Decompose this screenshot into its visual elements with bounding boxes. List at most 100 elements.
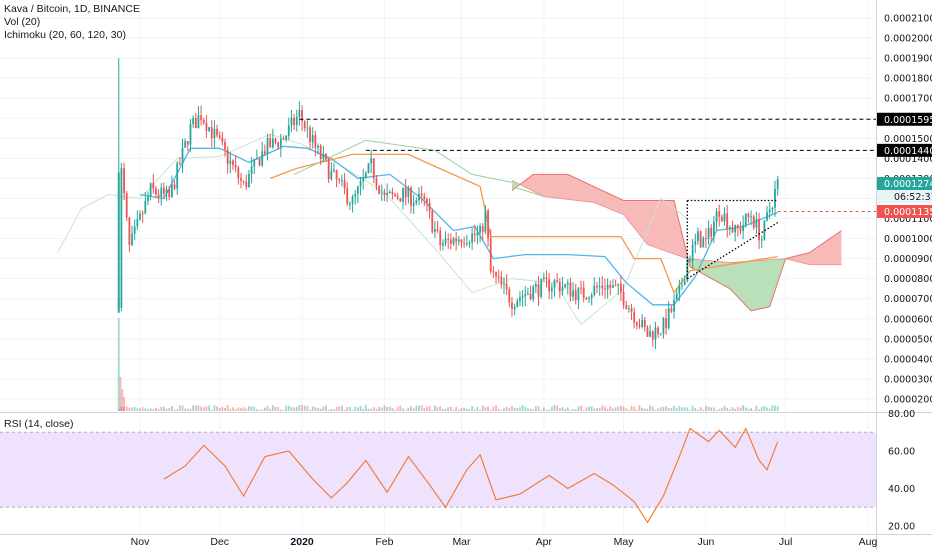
volume-bar [495,405,497,411]
candle-body [723,213,726,222]
candle-body [120,168,123,308]
volume-bar [529,408,532,411]
volume-bar [375,408,378,411]
candle-body [168,189,171,197]
volume-bar [516,408,519,411]
price-tags: 0.00015950 0.00014400 0.00012747 06:52:31 0.… [877,112,932,219]
price-tick-label: 0.00008000 [884,274,932,285]
volume-bar [670,407,673,411]
symbol-legend[interactable]: Kava / Bitcoin, 1D, BINANCE [4,3,140,15]
candle-body [309,127,311,143]
candle-body [620,283,622,292]
resistance-mid-tag: 0.00014400 [884,146,932,157]
candle-body [319,145,322,159]
volume-bar [378,406,381,411]
candle-body [131,233,133,246]
volume-bar [210,409,213,411]
volume-bar [121,389,124,411]
rsi-legend[interactable]: RSI (14, close) [4,418,74,430]
volume-bar [651,406,654,411]
volume-bar [638,405,641,411]
price-tick-label: 0.00003000 [884,374,932,385]
candle-body [604,288,606,290]
candle-body [420,193,423,196]
volume-bar [298,405,301,411]
candle-body [487,210,489,239]
price-tick-label: 0.00011000 [884,214,932,225]
candle-body [630,308,633,312]
candle-body [388,191,391,194]
volume-bar [617,406,620,411]
volume-bar [511,405,513,411]
ichimoku-legend[interactable]: Ichimoku (20, 60, 120, 30) [4,29,126,41]
candle-body [697,231,699,242]
volume-bar [232,407,234,411]
volume-bar [415,405,418,411]
volume-bar [120,406,123,411]
candle-body [582,287,585,298]
volume-legend[interactable]: Vol (20) [4,16,41,28]
candle-body [176,163,179,189]
candle-body [598,286,601,288]
volume-bar [519,407,521,411]
candle-body [402,187,404,202]
volume-bar [625,408,628,411]
candle-body [426,199,428,203]
volume-bar [476,407,479,411]
volume-bar [277,406,280,411]
candle-body [766,212,768,221]
volume-bar [386,406,388,411]
horizontal-levels [299,118,876,213]
candle-body [250,166,253,175]
volume-bar [155,407,157,411]
candle-body [202,119,205,123]
candle-body [521,296,524,298]
candle-body [306,127,309,129]
volume-bar [604,406,606,411]
candle-body [564,284,567,287]
candle-body [715,211,718,222]
candle-body [125,193,128,218]
candle-body [760,239,763,241]
volume-bar [705,405,707,411]
candle-body [184,141,187,148]
volume-bar [165,408,168,411]
candle-body [325,154,327,159]
candle-body [418,193,420,201]
candle-body [330,170,333,180]
candle-body [141,213,144,215]
volume-bar [585,407,588,411]
candle-body [335,169,338,180]
candle-body [739,227,742,231]
volume-bar [242,407,245,411]
volume-bar [147,409,149,411]
candle-body [585,297,588,300]
volume-bar [202,407,205,411]
volume-bar [654,409,657,411]
volume-bar [726,407,729,411]
volume-bar [248,406,250,411]
volume-bar [295,406,298,411]
candle-body [460,239,463,243]
volume-bar [630,405,633,411]
candle-body [375,178,378,186]
volume-bar [131,407,133,411]
volume-bar [609,406,612,411]
candle-body [673,300,675,312]
volume-bar [662,406,665,411]
candle-body [189,123,192,145]
price-tick-label: 0.00002000 [884,395,932,406]
volume-bar [500,409,503,411]
time-tick-label: Mar [452,536,471,548]
price-tick-label: 0.00021000 [884,14,932,25]
volume-bar [505,406,508,411]
resistance-high-tag-bg [877,112,932,126]
leading-span-b [511,173,842,312]
volume-bar [697,409,699,411]
volume-bar [715,409,718,411]
volume-bar [633,406,636,411]
candle-body [351,196,354,204]
volume-bar [457,409,460,411]
